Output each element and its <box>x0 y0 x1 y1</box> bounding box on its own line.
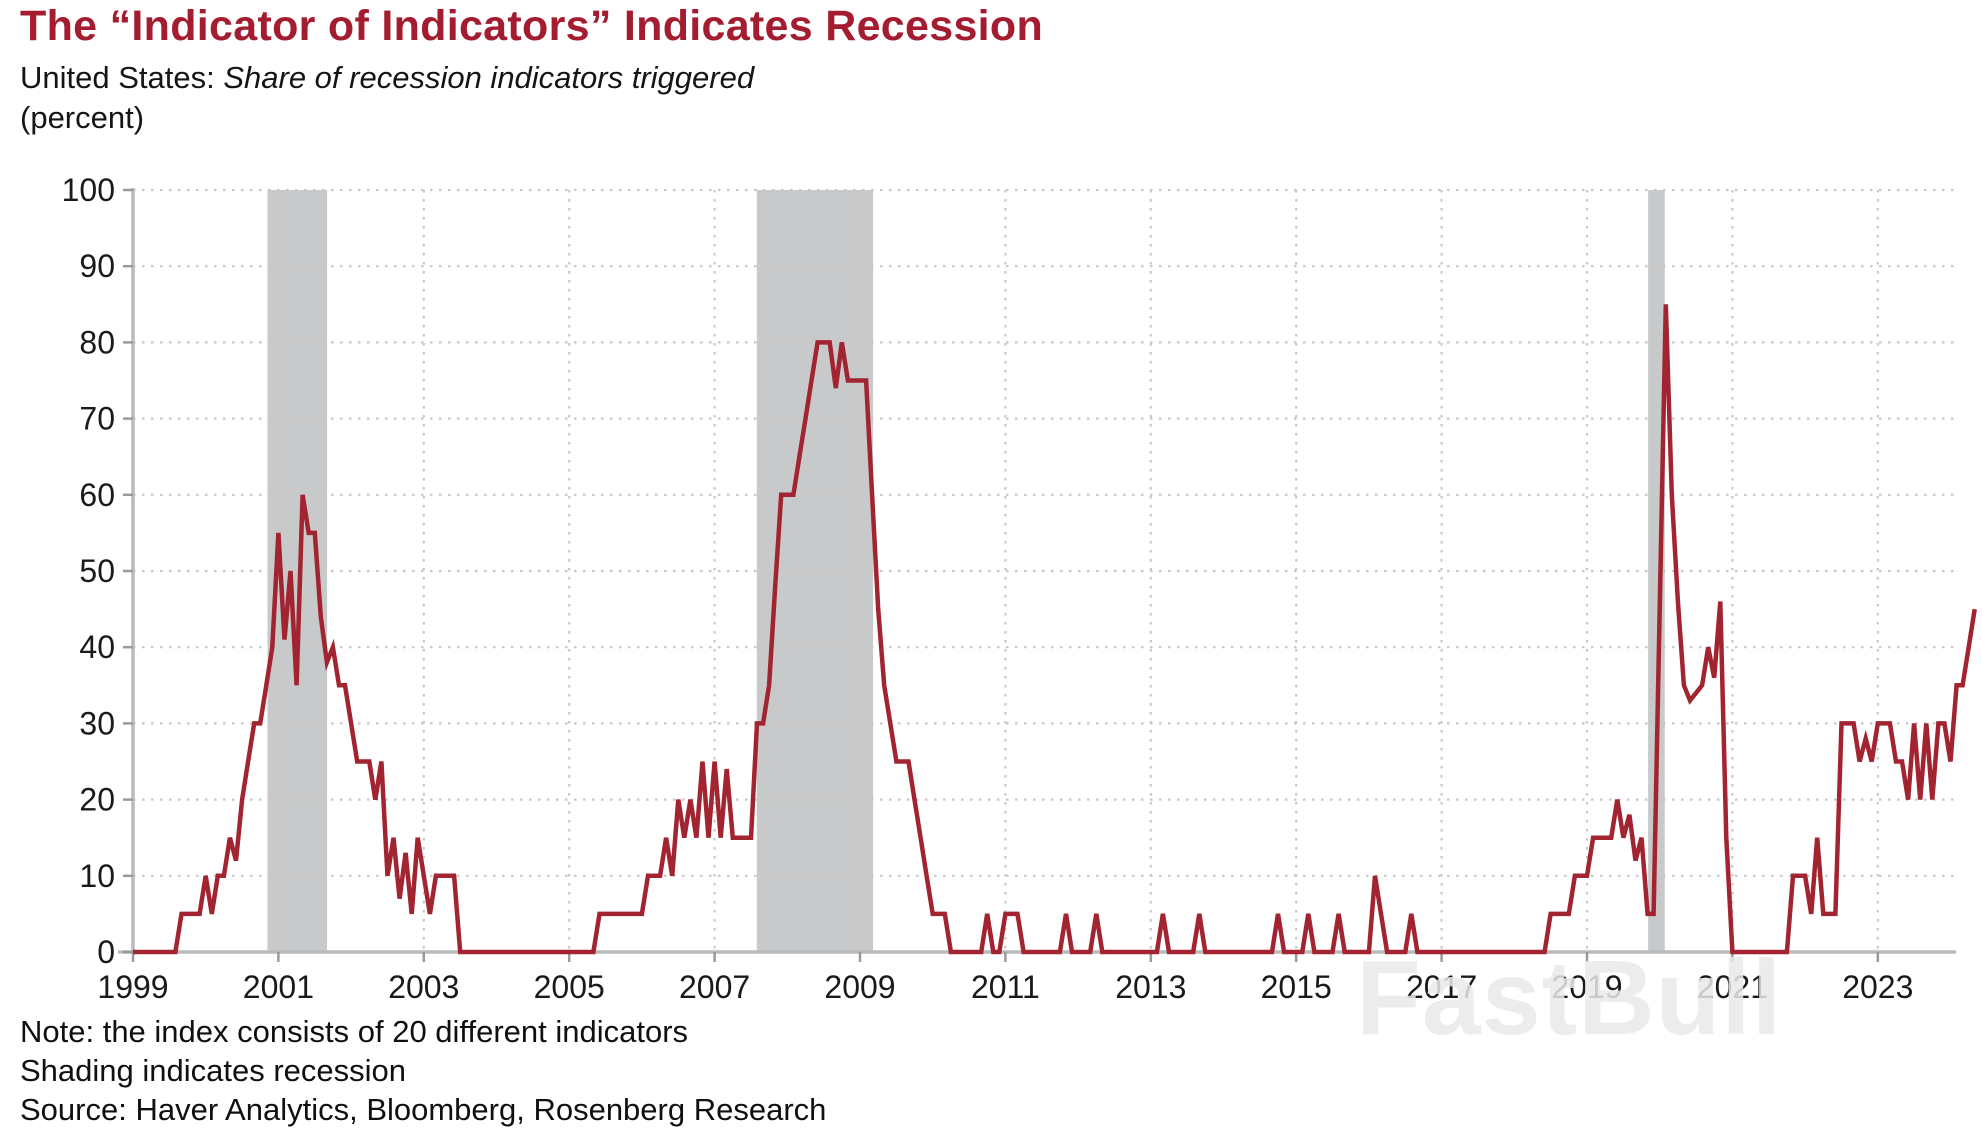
page-title: The “Indicator of Indicators” Indicates … <box>20 2 1044 50</box>
x-tick-label: 2019 <box>1551 969 1622 1005</box>
x-tick-label: 1999 <box>97 969 168 1005</box>
gridlines <box>133 188 1956 952</box>
chart-subtitle: United States: Share of recession indica… <box>20 60 754 96</box>
y-tick-label: 70 <box>79 401 115 437</box>
footnote-source: Source: Haver Analytics, Bloomberg, Rose… <box>20 1092 827 1127</box>
x-tick-label: 2021 <box>1697 969 1768 1005</box>
x-tick-label: 2001 <box>243 969 314 1005</box>
axes <box>118 188 1956 954</box>
indicator-series-line <box>133 304 1977 955</box>
footnote-indicators: Note: the index consists of 20 different… <box>20 1014 689 1049</box>
y-tick-label: 40 <box>79 629 115 665</box>
x-tick-label: 2011 <box>971 969 1040 1005</box>
y-tick-label: 60 <box>79 477 115 513</box>
y-tick-label: 50 <box>79 553 115 589</box>
y-tick-label: 30 <box>79 705 115 741</box>
x-tick-label: 2003 <box>388 969 459 1005</box>
y-axis-labels: 0 10 20 30 40 50 60 70 80 90 100 <box>62 172 115 970</box>
x-axis-labels: 1999 2001 2003 2005 2007 2009 2011 2013 2015 2017… <box>97 969 1913 1005</box>
x-tick-label: 2009 <box>824 969 895 1005</box>
x-tick-label: 2005 <box>534 969 605 1005</box>
x-tick-label: 2007 <box>679 969 750 1005</box>
tick-marks <box>123 188 1880 962</box>
y-tick-label: 90 <box>79 248 115 284</box>
y-tick-label: 10 <box>79 858 115 894</box>
y-tick-label: 0 <box>97 934 115 970</box>
footnote-shading: Shading indicates recession <box>20 1053 407 1088</box>
watermark: FastBull <box>1356 939 1783 1057</box>
x-tick-label: 2013 <box>1115 969 1186 1005</box>
x-tick-label: 2023 <box>1842 969 1913 1005</box>
axis-unit-label: (percent) <box>20 100 145 135</box>
y-tick-label: 100 <box>62 172 115 208</box>
subtitle-italic: Share of recession indicators triggered <box>223 60 755 95</box>
y-tick-label: 80 <box>79 324 115 360</box>
subtitle-prefix: United States: <box>20 60 224 95</box>
footnotes: Note: the index consists of 20 different… <box>20 1012 826 1129</box>
x-tick-label: 2015 <box>1261 969 1332 1005</box>
y-tick-label: 20 <box>79 782 115 818</box>
x-tick-label: 2017 <box>1406 969 1477 1005</box>
